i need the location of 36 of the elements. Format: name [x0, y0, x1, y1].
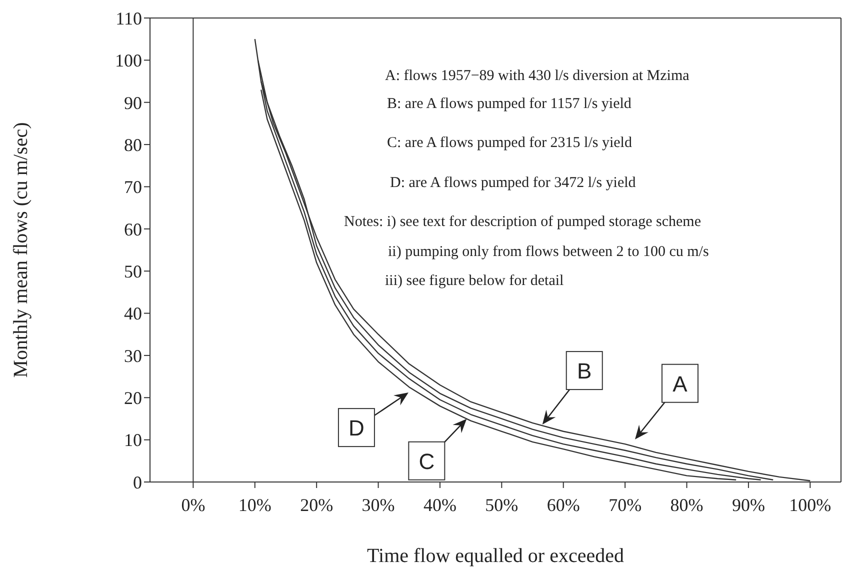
y-tick-label: 60 [124, 219, 142, 240]
y-tick-label: 10 [124, 430, 142, 450]
y-tick-label: 50 [124, 261, 142, 282]
x-tick-label: 30% [362, 494, 395, 515]
y-tick-label: 90 [124, 92, 142, 113]
y-tick-label: 20 [124, 388, 142, 408]
x-tick-label: 0% [181, 494, 206, 515]
annotation: D [348, 416, 364, 441]
x-tick-label: 50% [485, 494, 518, 515]
annotation: B [577, 358, 592, 384]
x-tick-label: 100% [789, 494, 832, 515]
y-tick-label: 40 [124, 304, 142, 324]
annotation: D: are A flows pumped for 3472 l/s yield [390, 175, 636, 192]
x-axis-title: Time flow equalled or exceeded [367, 545, 624, 567]
annotation: A: flows 1957−89 with 430 l/s diversion at Mzima [385, 68, 690, 85]
y-tick-label: 70 [124, 177, 142, 198]
y-tick-label: 100 [115, 50, 142, 71]
annotation: A [672, 371, 688, 396]
annotation: C: are A flows pumped for 2315 l/s yield [387, 135, 632, 152]
x-tick-label: 70% [608, 494, 642, 515]
y-tick-label: 110 [116, 8, 142, 28]
x-tick-label: 10% [238, 494, 272, 515]
x-tick-label: 40% [423, 494, 456, 515]
y-tick-label: 30 [124, 346, 142, 366]
annotation: ii) pumping only from flows between 2 to 100 cu m/s [388, 244, 709, 261]
annotation: C [418, 448, 435, 474]
x-tick-label: 20% [300, 494, 334, 515]
y-axis-title: Monthly mean flows (cu m/sec) [10, 122, 32, 378]
annotation: iii) see figure below for detail [385, 273, 564, 290]
x-tick-label: 80% [670, 494, 704, 515]
x-tick-label: 60% [546, 494, 580, 515]
annotation: B: are A flows pumped for 1157 l/s yield [387, 96, 632, 113]
x-tick-label: 90% [732, 494, 765, 515]
annotation: Notes: i) see text for description of pumped storage scheme [344, 214, 701, 231]
y-tick-label: 80 [124, 134, 142, 155]
y-tick-label: 0 [133, 472, 142, 492]
